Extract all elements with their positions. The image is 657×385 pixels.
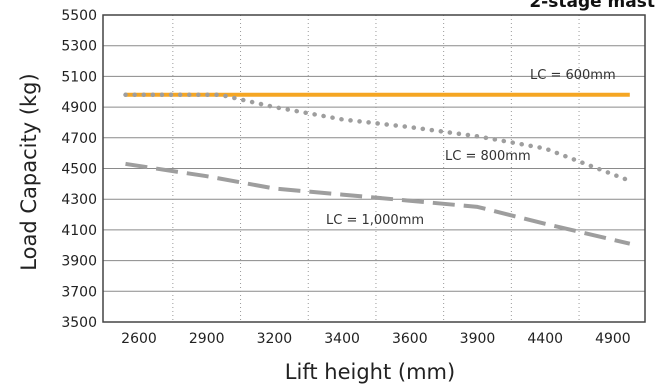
y-axis-label: Load Capacity (kg) — [17, 73, 41, 270]
series-label: LC = 800mm — [445, 149, 531, 164]
series-line — [123, 92, 633, 184]
x-tick-label: 3400 — [324, 331, 360, 347]
y-tick-label: 5100 — [61, 69, 97, 85]
x-tick-label: 2600 — [121, 331, 157, 347]
grid — [103, 14, 645, 323]
y-tick-label: 5300 — [61, 39, 97, 55]
x-tick-label: 2900 — [189, 331, 225, 347]
x-tick-label: 3200 — [257, 331, 293, 347]
x-tick-label: 4900 — [595, 331, 631, 347]
series-label: LC = 1,000mm — [326, 213, 424, 228]
x-tick-label: 4400 — [527, 331, 563, 347]
series-lines — [123, 92, 633, 246]
tick-labels: 3500 3700 3900 4100 4300 4500 4700 4900 5100 5300… — [61, 8, 630, 347]
x-axis-label: Lift height (mm) — [285, 360, 455, 384]
y-tick-label: 5500 — [61, 8, 97, 24]
series-line — [125, 161, 631, 246]
x-tick-label: 3600 — [392, 331, 428, 347]
y-tick-label: 4300 — [61, 192, 97, 208]
y-tick-label: 4500 — [61, 162, 97, 178]
y-tick-label: 3500 — [61, 315, 97, 331]
y-tick-label: 3700 — [61, 284, 97, 300]
y-tick-label: 4900 — [61, 100, 97, 116]
y-tick-label: 3900 — [61, 254, 97, 270]
x-tick-label: 3900 — [460, 331, 496, 347]
plot-frame — [102, 14, 646, 323]
series-label: LC = 600mm — [530, 68, 616, 83]
y-tick-label: 4100 — [61, 223, 97, 239]
y-tick-label: 4700 — [61, 131, 97, 147]
series-labels: LC = 600mm LC = 800mm LC = 1,000mm — [326, 68, 616, 228]
chart-title: 2-stage mast — [529, 0, 655, 12]
